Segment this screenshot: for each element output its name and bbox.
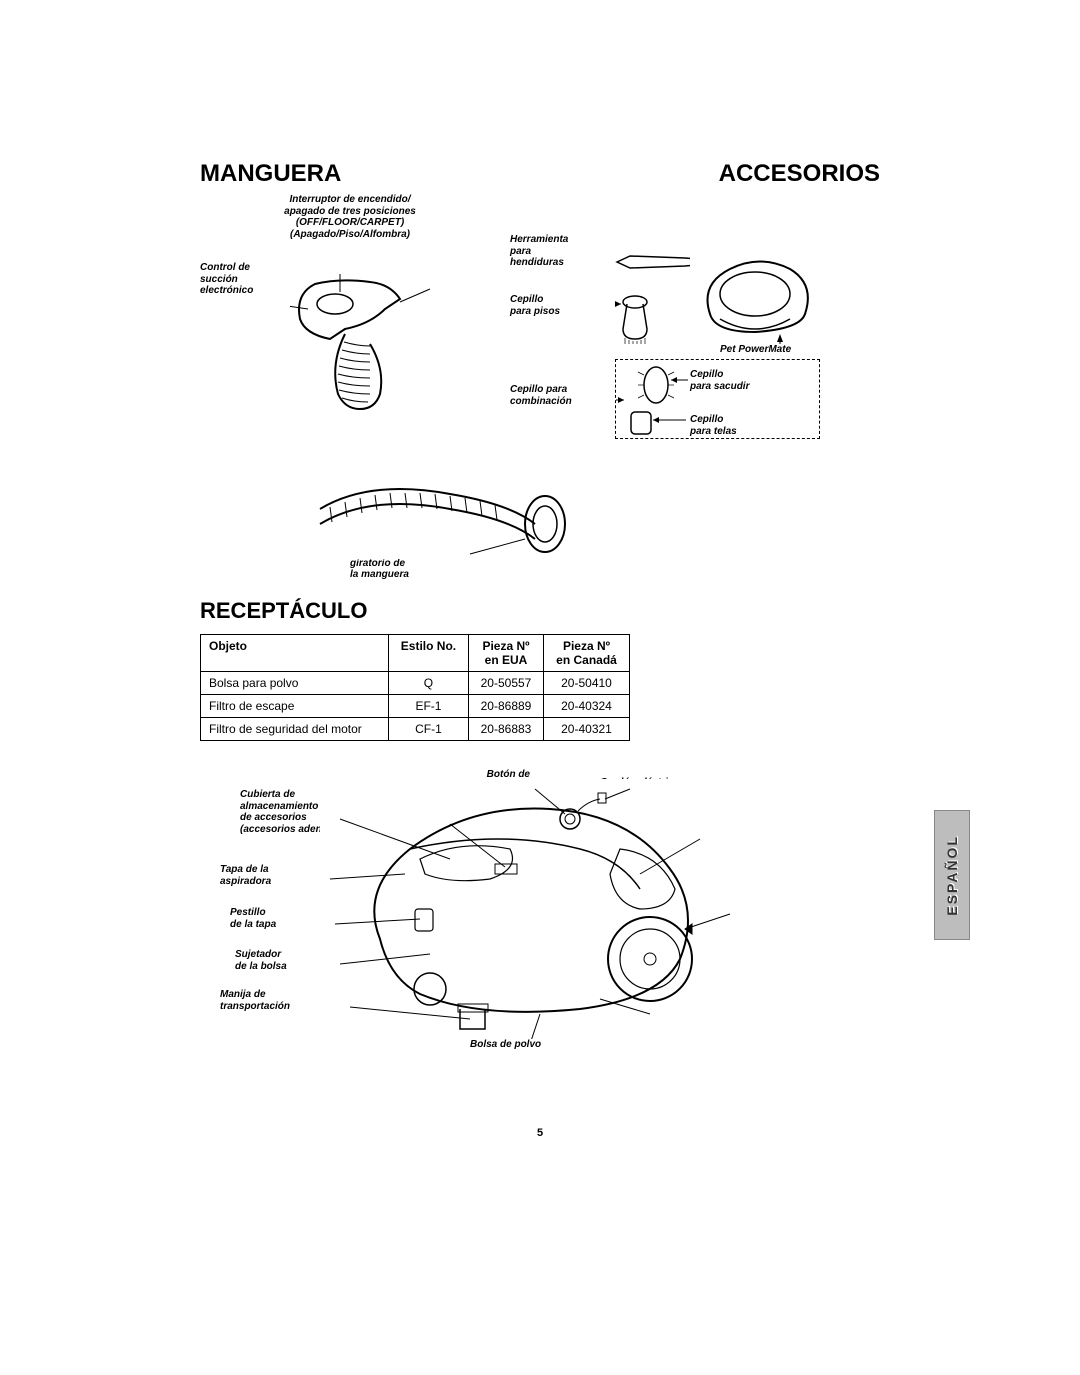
manguera-title: MANGUERA — [200, 160, 341, 188]
bagholder-label: Sujetadorde la bolsa — [235, 949, 287, 972]
th-canada: Pieza Nºen Canadá — [543, 635, 629, 672]
petpower-label: Pet PowerMate — [720, 344, 791, 356]
hood-label: Tapa de laaspiradora — [220, 864, 271, 887]
accesorios-title: ACCESORIOS — [719, 160, 880, 188]
cell-canada: 20-40324 — [543, 695, 629, 718]
latch-label: Pestillode la tapa — [230, 907, 276, 930]
combo-brush-box — [615, 359, 820, 439]
combo-label: Cepillo paracombinación — [510, 384, 572, 407]
cell-objeto: Filtro de seguridad del motor — [201, 718, 389, 741]
canister-body-drawing — [320, 779, 760, 1039]
crevice-label: Herramientaparahendiduras — [510, 234, 568, 269]
cell-estilo: EF-1 — [388, 695, 468, 718]
floorbrush-label: Cepillopara pisos — [510, 294, 560, 317]
table-row: Bolsa para polvo Q 20-50557 20-50410 — [201, 672, 630, 695]
pet-powermate-drawing — [690, 244, 820, 344]
cell-canada: 20-50410 — [543, 672, 629, 695]
page-number: 5 — [537, 1127, 543, 1139]
table-header-row: Objeto Estilo No. Pieza Nºen EUA Pieza N… — [201, 635, 630, 672]
th-objeto: Objeto — [201, 635, 389, 672]
parts-table: Objeto Estilo No. Pieza Nºen EUA Pieza N… — [200, 634, 630, 741]
floor-brush-drawing — [615, 294, 655, 344]
cell-eua: 20-86889 — [469, 695, 544, 718]
section-titles-row: MANGUERA ACCESORIOS — [200, 160, 880, 188]
language-tab-text: ESPAÑOL — [944, 835, 960, 916]
manual-page: MANGUERA ACCESORIOS Interruptor de encen… — [200, 160, 880, 1099]
table-row: Filtro de escape EF-1 20-86889 20-40324 — [201, 695, 630, 718]
switch-label: Interruptor de encendido/apagado de tres… — [260, 194, 440, 240]
canister-diagram-area: Cubierta dealmacenamientode accesorios(a… — [200, 759, 880, 1099]
hose-handle-drawing — [290, 274, 450, 414]
cell-eua: 20-86883 — [469, 718, 544, 741]
table-row: Filtro de seguridad del motor CF-1 20-86… — [201, 718, 630, 741]
dustbag-label: Bolsa de polvo — [470, 1039, 541, 1051]
upper-diagram-area: Interruptor de encendido/apagado de tres… — [200, 194, 880, 594]
th-eua: Pieza Nºen EUA — [469, 635, 544, 672]
receptaculo-title: RECEPTÁCULO — [200, 598, 880, 624]
cell-objeto: Bolsa para polvo — [201, 672, 389, 695]
hose-swivel-drawing — [310, 469, 570, 559]
cell-eua: 20-50557 — [469, 672, 544, 695]
language-tab: ESPAÑOL — [934, 810, 970, 940]
th-estilo: Estilo No. — [388, 635, 468, 672]
cell-objeto: Filtro de escape — [201, 695, 389, 718]
cell-estilo: Q — [388, 672, 468, 695]
suction-label: Control desucciónelectrónico — [200, 262, 253, 297]
cell-canada: 20-40321 — [543, 718, 629, 741]
cell-estilo: CF-1 — [388, 718, 468, 741]
handle-label: Manija detransportación — [220, 989, 290, 1012]
